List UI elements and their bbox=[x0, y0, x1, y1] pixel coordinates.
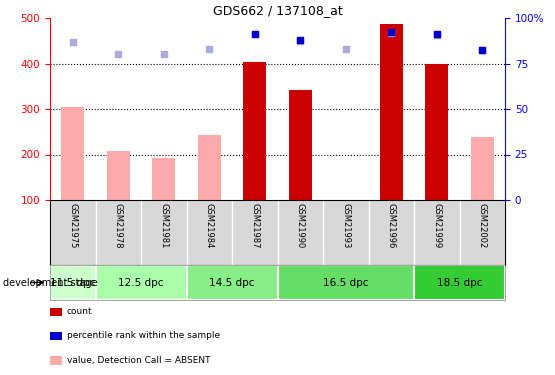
Bar bbox=[198, 135, 221, 200]
Bar bbox=[289, 90, 311, 200]
Text: 16.5 dpc: 16.5 dpc bbox=[323, 278, 369, 288]
Bar bbox=[50, 265, 95, 300]
Point bbox=[387, 28, 396, 34]
Point bbox=[432, 32, 441, 38]
Point bbox=[296, 38, 305, 44]
Bar bbox=[186, 265, 278, 300]
Text: percentile rank within the sample: percentile rank within the sample bbox=[67, 331, 220, 340]
Point bbox=[114, 51, 123, 57]
Point bbox=[296, 37, 305, 43]
Point bbox=[68, 39, 77, 45]
Bar bbox=[244, 62, 266, 200]
Text: GSM21981: GSM21981 bbox=[159, 203, 168, 249]
Point bbox=[159, 51, 168, 57]
Text: development stage: development stage bbox=[3, 278, 97, 288]
Bar bbox=[380, 24, 402, 200]
Point bbox=[250, 31, 259, 37]
Text: GSM21993: GSM21993 bbox=[341, 203, 350, 249]
Bar bbox=[95, 265, 186, 300]
Text: GSM21978: GSM21978 bbox=[114, 203, 123, 249]
Bar bbox=[471, 137, 493, 200]
Point bbox=[478, 47, 487, 53]
Bar bbox=[50, 356, 62, 364]
Bar bbox=[278, 265, 414, 300]
Point bbox=[341, 46, 350, 52]
Bar bbox=[107, 152, 130, 200]
Bar bbox=[414, 265, 505, 300]
Bar bbox=[50, 332, 62, 340]
Text: 12.5 dpc: 12.5 dpc bbox=[118, 278, 164, 288]
Point bbox=[478, 47, 487, 53]
Text: GSM21990: GSM21990 bbox=[296, 203, 305, 249]
Text: 11.5 dpc: 11.5 dpc bbox=[50, 278, 95, 288]
Bar bbox=[289, 132, 311, 200]
Text: 14.5 dpc: 14.5 dpc bbox=[209, 278, 255, 288]
Point bbox=[432, 31, 441, 37]
Point bbox=[250, 31, 259, 37]
Title: GDS662 / 137108_at: GDS662 / 137108_at bbox=[213, 4, 342, 17]
Text: count: count bbox=[67, 307, 92, 316]
Bar bbox=[50, 308, 62, 316]
Point bbox=[205, 46, 214, 52]
Text: GSM22002: GSM22002 bbox=[478, 203, 487, 249]
Bar bbox=[153, 158, 175, 200]
Text: GSM21987: GSM21987 bbox=[250, 203, 259, 249]
Text: GSM21996: GSM21996 bbox=[387, 203, 396, 249]
Text: value, Detection Call = ABSENT: value, Detection Call = ABSENT bbox=[67, 356, 210, 364]
Bar bbox=[62, 107, 84, 200]
Point bbox=[387, 30, 396, 36]
Bar bbox=[425, 63, 448, 200]
Text: 18.5 dpc: 18.5 dpc bbox=[437, 278, 482, 288]
Text: GSM21999: GSM21999 bbox=[432, 203, 441, 249]
Text: GSM21975: GSM21975 bbox=[68, 203, 77, 249]
Text: GSM21984: GSM21984 bbox=[205, 203, 214, 249]
